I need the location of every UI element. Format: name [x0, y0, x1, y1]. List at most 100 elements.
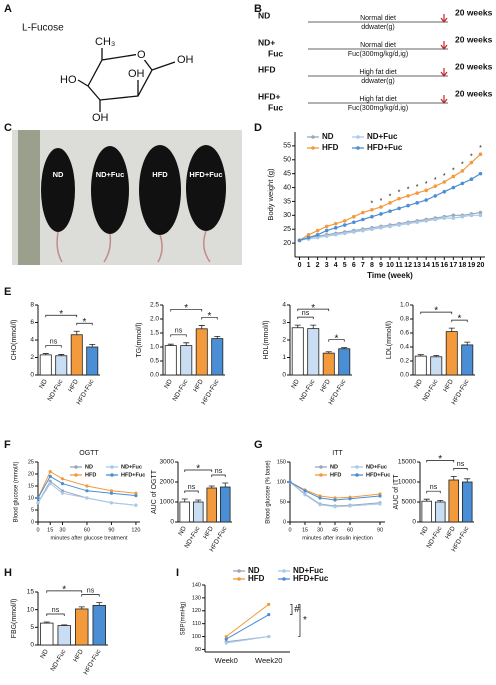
x-tick-label: Week0 — [215, 656, 238, 665]
x-tick-label: 2 — [316, 262, 320, 269]
error-bar — [437, 500, 444, 502]
data-point — [361, 217, 365, 222]
y-tick-label: 6 — [30, 319, 34, 326]
bar — [75, 608, 89, 646]
x-tick-label: 0 — [298, 262, 302, 269]
data-point — [109, 489, 114, 493]
y-tick-label: 140 — [192, 582, 201, 588]
bar — [434, 501, 446, 523]
legend-label: ND — [85, 464, 93, 470]
x-tick-label: 1 — [307, 262, 311, 269]
data-point — [36, 496, 40, 500]
legend-marker — [356, 135, 360, 139]
annotation: * — [479, 145, 482, 152]
x-tick-label: HFD — [192, 378, 205, 393]
y-tick-label: 5 — [31, 507, 34, 513]
x-tick-label: HFD — [72, 648, 85, 663]
x-tick-label: 15 — [431, 262, 439, 269]
x-tick-label: 90 — [377, 527, 383, 533]
data-point — [109, 501, 114, 505]
data-point — [85, 496, 89, 500]
legend-label: HFD — [85, 472, 96, 478]
x-tick-label: ND — [38, 378, 49, 390]
error-bar — [58, 354, 65, 356]
arrow — [440, 68, 448, 77]
error-bar — [310, 324, 317, 329]
legend-label: HFD — [248, 574, 265, 583]
significance-bracket — [45, 314, 78, 318]
treatment-label: ddwater(g) — [361, 24, 394, 31]
data-point — [134, 503, 138, 507]
panel-label: A — [4, 3, 12, 15]
data-point — [224, 641, 228, 645]
data-point — [433, 184, 438, 188]
data-point — [397, 196, 401, 201]
data-point — [318, 496, 322, 500]
data-point — [224, 634, 228, 639]
y-axis-label: Body weight (g) — [266, 168, 275, 221]
data-point — [370, 227, 374, 232]
x-tick-label: ND+Fuc — [298, 378, 316, 403]
bar — [39, 354, 52, 376]
atom-label: OH — [128, 68, 145, 80]
error-bar — [43, 621, 50, 624]
significance-bracket — [328, 339, 345, 342]
bar — [414, 355, 427, 376]
y-tick-label: 130 — [192, 595, 201, 601]
data-point — [315, 228, 320, 233]
x-tick-label: ND — [290, 378, 301, 390]
data-point — [442, 189, 447, 194]
significance-bracket — [453, 468, 468, 471]
significance-bracket — [297, 316, 314, 320]
data-point — [267, 613, 271, 617]
significance-bracket — [184, 469, 213, 472]
y-tick-label: 90 — [195, 647, 201, 653]
atom-label: O — [137, 49, 146, 61]
annotation: * — [452, 167, 455, 174]
y-tick-label: 0 — [282, 372, 286, 379]
y-tick-label: 2 — [30, 354, 34, 361]
x-tick-label: Week20 — [255, 656, 282, 665]
annotation-bracket — [298, 603, 301, 637]
annotation: * — [389, 194, 392, 201]
x-tick-label: HFD — [202, 525, 215, 540]
structure-title: L-Fucose — [22, 23, 64, 34]
y-tick-label: 0.4 — [400, 344, 409, 351]
bar — [55, 355, 68, 376]
x-tick-label: 60 — [84, 527, 90, 533]
y-tick-label: 4 — [282, 302, 286, 309]
data-point — [370, 214, 374, 219]
bar — [70, 334, 83, 376]
error-bar — [325, 351, 332, 354]
y-tick-label: 35 — [283, 198, 291, 205]
data-point — [379, 226, 383, 230]
y-tick-label: 40 — [283, 184, 291, 191]
data-point — [379, 205, 383, 209]
data-point — [388, 209, 392, 213]
data-point — [469, 177, 474, 182]
series-line — [289, 481, 381, 501]
x-tick-label: 13 — [413, 262, 421, 269]
data-point — [460, 169, 465, 173]
significance-label: ns — [215, 468, 223, 475]
data-point — [48, 474, 52, 478]
legend-label: ND — [330, 464, 338, 470]
mouse-label: ND+Fuc — [96, 170, 125, 179]
significance-label: * — [62, 584, 66, 595]
bar — [322, 352, 335, 376]
x-tick-label: 8 — [370, 262, 374, 269]
data-point — [36, 501, 40, 505]
mouse-label: HFD+Fuc — [189, 170, 222, 179]
annotation: * — [371, 201, 374, 208]
data-point — [442, 180, 447, 184]
legend-marker — [237, 569, 241, 573]
y-tick-label: 3000 — [160, 459, 175, 466]
x-axis-label: minutes after glucose treatment — [50, 535, 128, 541]
legend-marker — [282, 569, 286, 573]
data-point — [460, 181, 465, 186]
data-point — [48, 482, 52, 486]
mouse-label: ND — [53, 170, 64, 179]
x-tick-label: 17 — [449, 262, 457, 269]
significance-bracket — [45, 345, 62, 348]
